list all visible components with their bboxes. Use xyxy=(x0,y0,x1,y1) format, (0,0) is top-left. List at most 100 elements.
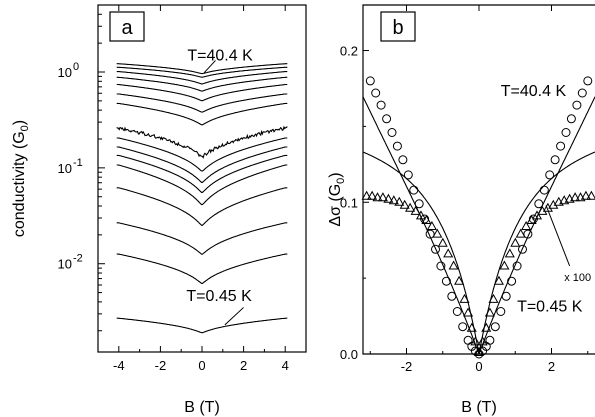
circle-marker xyxy=(441,276,451,286)
x-tick-label-a: 0 xyxy=(198,358,205,373)
x-tick-label-a: 4 xyxy=(282,358,289,373)
triangle-marker xyxy=(470,336,481,346)
triangle-marker xyxy=(459,293,470,303)
y-tick-label-a: 10 xyxy=(58,161,72,176)
circle-marker xyxy=(463,335,473,345)
triangle-marker xyxy=(415,210,427,220)
circle-marker xyxy=(387,128,397,137)
triangle-marker xyxy=(443,248,454,258)
triangle-marker xyxy=(493,275,504,285)
circle-marker xyxy=(376,100,386,110)
circle-marker xyxy=(566,114,576,124)
fit-curve-low-t xyxy=(362,151,595,355)
triangle-marker xyxy=(504,248,515,258)
circle-marker xyxy=(409,185,419,195)
annotation-high-temperature-b: T=40.4 K xyxy=(501,83,567,100)
panel-label-a: a xyxy=(121,17,133,39)
x-tick-label-b: 0 xyxy=(475,359,482,374)
conductivity-curve-13 xyxy=(116,187,288,226)
triangle-marker xyxy=(481,322,492,332)
triangle-marker xyxy=(432,228,443,238)
y-tick-label-a: 10 xyxy=(58,257,72,272)
triangle-marker xyxy=(526,214,537,224)
circle-marker xyxy=(382,114,392,124)
y-axis-label-b: Δσ (G0) xyxy=(327,172,347,226)
circle-marker xyxy=(501,291,511,301)
circle-marker xyxy=(431,244,440,254)
circle-marker xyxy=(485,335,495,345)
conductivity-curve-14 xyxy=(116,222,288,255)
panel-b: -2 0 2 0.0 0.1 0.2 T=40.4 K T=0.45 K x 100 b B (T)… xyxy=(327,4,595,416)
x-tick-label-a: -2 xyxy=(155,358,167,373)
circle-marker xyxy=(365,76,375,86)
conductivity-curve-9 xyxy=(116,137,288,172)
y-axis-label-a: conductivity (G0) xyxy=(11,120,31,237)
triangle-marker xyxy=(448,260,459,270)
panel-label-box-b xyxy=(380,11,416,42)
triangle-marker xyxy=(580,190,591,200)
x-tick-label-a: 2 xyxy=(240,358,247,373)
circle-marker xyxy=(583,76,593,86)
circle-marker xyxy=(425,229,435,239)
annotation-high-temperature: T=40.4 K xyxy=(187,48,253,65)
y-tick-exponent-a: -1 xyxy=(73,157,83,169)
triangle-marker xyxy=(426,220,437,230)
annotation-low-temperature: T=0.45 K xyxy=(186,288,252,305)
conductivity-curve-10 xyxy=(116,146,288,183)
annotation-scale-factor: x 100 xyxy=(564,272,591,284)
circle-marker xyxy=(371,88,381,98)
x-tick-label-b: 2 xyxy=(548,359,555,374)
circle-marker xyxy=(523,229,533,239)
triangle-marker xyxy=(586,190,595,200)
triangle-marker xyxy=(410,205,421,215)
circle-marker xyxy=(507,276,517,286)
circle-marker xyxy=(398,155,408,165)
conductivity-curve-2 xyxy=(116,66,288,78)
y-axis-label-end-b: ) xyxy=(327,172,344,177)
circle-marker xyxy=(403,170,413,180)
triangle-marker xyxy=(488,293,499,303)
conductivity-curve-3 xyxy=(116,71,288,85)
circle-marker xyxy=(452,307,462,316)
triangle-marker xyxy=(361,190,372,200)
annotation-pointer-low-t xyxy=(224,307,244,326)
conductivity-curve-11 xyxy=(116,154,288,193)
triangle-marker xyxy=(388,195,399,205)
triangle-marker xyxy=(454,275,465,285)
conductivity-curve-8 xyxy=(116,125,288,159)
panel-label-box-a xyxy=(109,11,145,42)
triangle-marker xyxy=(421,214,432,224)
triangle-marker xyxy=(377,192,388,202)
circle-marker xyxy=(572,100,582,110)
triangle-marker xyxy=(510,237,521,247)
circle-marker xyxy=(550,155,560,165)
triangle-marker xyxy=(399,199,410,209)
y-axis-label-sub-a: 0 xyxy=(19,125,31,131)
y-tick-exponent-a: 0 xyxy=(73,61,79,73)
annotation-low-temperature-b: T=0.45 K xyxy=(517,299,583,316)
y-tick-label-b: 0.0 xyxy=(340,347,358,362)
circle-marker xyxy=(436,261,446,271)
circle-marker xyxy=(556,141,566,151)
y-axis-label-main-b: Δσ (G xyxy=(327,184,344,227)
x-tick-label-a: -4 xyxy=(113,358,125,373)
circle-marker xyxy=(534,199,544,209)
triangle-marker xyxy=(372,192,383,202)
scale-pointer xyxy=(545,205,571,267)
circle-marker xyxy=(518,244,527,254)
circle-marker xyxy=(447,291,457,301)
triangle-marker xyxy=(367,190,378,200)
conductivity-curve-6 xyxy=(116,93,288,113)
triangle-marker xyxy=(570,192,581,202)
triangle-marker xyxy=(531,210,543,220)
circle-marker xyxy=(458,322,468,332)
y-tick-label-b: 0.2 xyxy=(340,44,358,59)
triangle-marker xyxy=(466,322,477,332)
y-axis-label-main-a: conductivity (G xyxy=(11,131,28,237)
y-axis-label-sub-b: 0 xyxy=(335,178,347,184)
circle-marker xyxy=(539,185,549,195)
annotation-pointer-high-t xyxy=(203,60,216,74)
conductivity-curve-1 xyxy=(116,63,288,75)
